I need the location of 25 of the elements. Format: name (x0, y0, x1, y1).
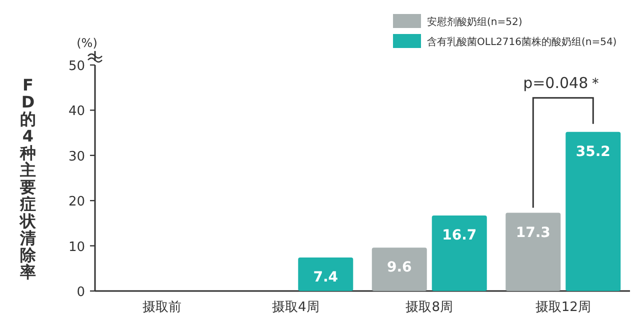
data-label: 17.3 (516, 224, 550, 241)
data-label: 9.6 (386, 260, 412, 276)
y-tick-label: 20 (68, 194, 85, 210)
y-tick-label: 30 (68, 149, 85, 164)
bar (506, 212, 561, 291)
x-tick-label: 摄取12周 (535, 300, 591, 315)
legend-label: 安慰剂酸奶组(n=52) (427, 16, 522, 28)
data-label: 35.2 (576, 144, 610, 160)
legend-label: 含有乳酸菌OLL2716菌株的酸奶组(n=54) (427, 36, 617, 48)
annotation: p=0.048＊ (523, 74, 604, 92)
y-tick-label: 50 (68, 59, 85, 74)
bar (566, 132, 621, 291)
x-tick-label: 摄取前 (142, 300, 182, 315)
y-tick-label: 10 (68, 240, 85, 255)
x-tick-label: 摄取4周 (272, 300, 320, 315)
bar (372, 248, 427, 291)
ylabel: FD的4种主要症状清除率 (20, 76, 36, 282)
x-tick-label: 摄取8周 (406, 300, 454, 315)
data-label: 7.4 (313, 270, 338, 286)
text: (%) (76, 36, 98, 50)
bar (298, 258, 354, 291)
data-label: 16.7 (442, 228, 477, 244)
y-tick-label: 40 (68, 104, 85, 120)
bar (432, 216, 487, 291)
y-tick-label: 0 (76, 285, 85, 300)
